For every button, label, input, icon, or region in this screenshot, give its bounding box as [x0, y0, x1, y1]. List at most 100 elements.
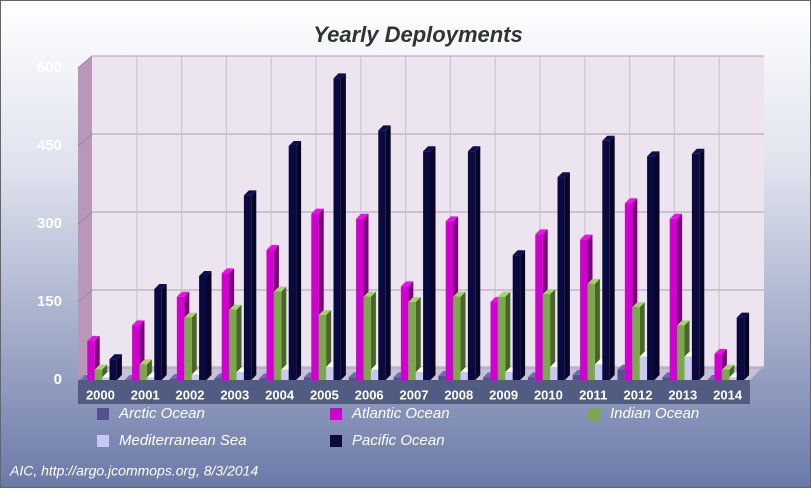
x-tick-label: 2005 [310, 387, 339, 402]
bar [535, 234, 543, 380]
bar-side [550, 289, 556, 380]
bar-top [542, 289, 556, 295]
bar [94, 369, 103, 380]
bar [288, 146, 297, 380]
bar [221, 273, 230, 380]
bar [736, 317, 745, 380]
bar [542, 294, 551, 380]
bar [303, 377, 312, 380]
bar [721, 369, 730, 380]
x-tick-label: 2014 [713, 387, 743, 402]
bar [602, 140, 610, 380]
bar-top [221, 268, 235, 274]
bar [624, 203, 633, 380]
bar-top [453, 291, 466, 297]
bar [691, 153, 700, 380]
bar-side [191, 312, 197, 380]
y-tick-label: 600 [37, 59, 62, 76]
bar-side [385, 125, 391, 381]
bar [236, 372, 244, 380]
bar-side [475, 146, 481, 380]
x-tick-label: 2009 [489, 387, 518, 402]
bar-top [109, 354, 122, 360]
grid-line [77, 133, 93, 147]
bar [684, 356, 692, 380]
bar [326, 367, 334, 380]
bar [632, 307, 640, 380]
bar [662, 377, 670, 380]
bar-side [161, 284, 167, 380]
grid-line [77, 211, 93, 225]
bar [729, 377, 737, 380]
bar-top [669, 213, 683, 219]
bar-side [609, 135, 615, 380]
bar-top [400, 281, 414, 287]
bar-top [677, 320, 690, 326]
bar-top [333, 73, 346, 79]
bar [617, 369, 625, 380]
bar-top [132, 320, 145, 326]
bar [512, 255, 521, 380]
bar-top [94, 364, 108, 370]
legend-label: Arctic Ocean [118, 405, 205, 422]
bar-top [580, 234, 593, 240]
bar [527, 377, 536, 380]
bar [333, 78, 341, 381]
chart-title: Yearly Deployments [313, 22, 523, 47]
bar-top [647, 151, 660, 157]
bar [594, 364, 603, 380]
bar-top [467, 146, 481, 152]
bar-side [370, 291, 376, 380]
bar-side [564, 172, 570, 380]
bar-top [176, 291, 190, 297]
y-tick-label: 150 [37, 293, 62, 310]
bar [266, 250, 274, 380]
bar [169, 378, 177, 380]
bar-top [243, 190, 257, 196]
bar [460, 372, 468, 380]
x-tick-label: 2007 [400, 387, 429, 402]
bar [102, 377, 110, 380]
bar-side [744, 312, 750, 380]
bar [243, 195, 252, 380]
grid-line [77, 55, 93, 69]
bar-side [340, 73, 346, 381]
legend-swatch [97, 408, 109, 420]
y-tick-label: 450 [37, 137, 62, 154]
bar-side [594, 278, 600, 380]
bar-top [363, 291, 376, 297]
bar [176, 296, 185, 380]
bar-side [281, 286, 287, 380]
bar-side [430, 146, 436, 380]
bar-top [288, 141, 302, 146]
x-tick-label: 2000 [86, 387, 115, 402]
legend-label: Indian Ocean [610, 405, 699, 422]
bar [184, 317, 192, 380]
bar [363, 296, 371, 380]
bar-top [736, 312, 750, 318]
bar-side [326, 310, 332, 380]
bar [146, 377, 155, 380]
bar-top [318, 310, 332, 315]
x-tick-label: 2006 [355, 387, 384, 402]
bar-top [497, 291, 511, 297]
x-tick-label: 2001 [131, 387, 160, 402]
bar-side [116, 354, 122, 380]
bar [490, 302, 498, 380]
bar [139, 364, 147, 380]
bar [467, 151, 476, 380]
grid-line [77, 289, 93, 303]
bar [497, 296, 506, 380]
legend-swatch [588, 408, 600, 420]
bar [109, 359, 117, 380]
bar-side [206, 271, 212, 380]
bar [415, 372, 424, 380]
bar [132, 325, 140, 380]
bar [259, 378, 267, 380]
bar [438, 375, 446, 380]
bar-top [512, 250, 526, 256]
bar [677, 325, 685, 380]
bar-top [199, 271, 212, 276]
x-tick-label: 2012 [624, 387, 653, 402]
bar-top [721, 364, 735, 370]
